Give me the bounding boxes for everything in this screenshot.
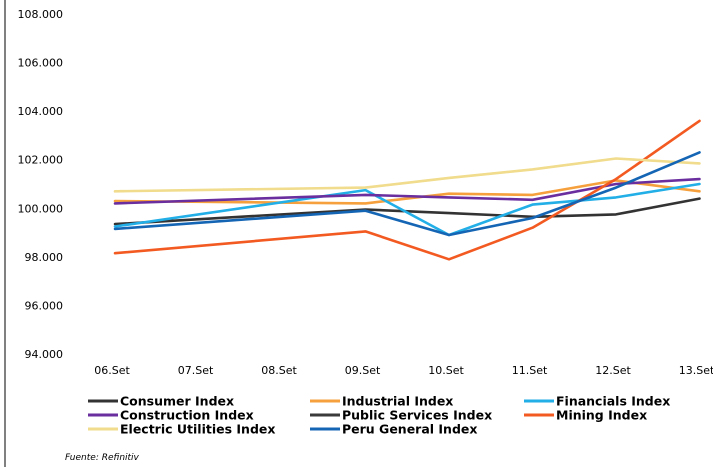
legend-item: Construction Index	[88, 408, 254, 423]
legend-label: Industrial Index	[342, 394, 453, 409]
x-tick-label: 09.Set	[345, 364, 381, 377]
legend-label: Consumer Index	[120, 394, 234, 409]
y-tick-label: 108.000	[18, 8, 64, 21]
x-axis: 06.Set 07.Set 08.Set 09.Set 10.Set 11.Set 12.S…	[94, 364, 713, 377]
legend-label: Electric Utilities Index	[120, 422, 275, 437]
series-line-5	[113, 119, 701, 261]
legend-item: Peru General Index	[310, 422, 477, 437]
legend-item: Consumer Index	[88, 394, 234, 409]
y-axis: 94.000 96.000 98.000 100.000 102.000 104.000 1…	[18, 8, 64, 361]
x-tick-label: 12.Set	[595, 364, 631, 377]
legend-label: Mining Index	[556, 408, 647, 423]
x-tick-label: 08.Set	[261, 364, 297, 377]
legend-item: Financials Index	[524, 394, 670, 409]
legend-label: Public Services Index	[342, 408, 492, 423]
y-tick-label: 96.000	[25, 299, 64, 312]
series-line-6	[113, 157, 701, 193]
legend-label: Peru General Index	[342, 422, 477, 437]
series-line-0	[113, 197, 701, 226]
legend-item: Mining Index	[524, 408, 647, 423]
x-tick-label: 06.Set	[94, 364, 130, 377]
legend-label: Financials Index	[556, 394, 670, 409]
legend-item: Public Services Index	[310, 408, 492, 423]
source-note: Fuente: Refinitiv	[65, 453, 140, 463]
legend: Consumer Index Industrial Index Financials…	[88, 394, 670, 437]
y-tick-label: 104.000	[18, 105, 64, 118]
x-tick-label: 10.Set	[428, 364, 464, 377]
y-tick-label: 100.000	[18, 202, 64, 215]
y-tick-label: 98.000	[25, 251, 64, 264]
x-tick-label: 11.Set	[512, 364, 548, 377]
series-line-2	[113, 182, 701, 237]
x-tick-label: 07.Set	[178, 364, 214, 377]
y-tick-label: 106.000	[18, 57, 64, 70]
y-tick-label: 94.000	[25, 348, 64, 361]
legend-item: Industrial Index	[310, 394, 453, 409]
x-tick-label: 13.Set	[679, 364, 713, 377]
legend-label: Construction Index	[120, 408, 254, 423]
series-line-3	[113, 177, 701, 205]
series-line-7	[113, 151, 701, 237]
legend-item: Electric Utilities Index	[88, 422, 275, 437]
y-tick-label: 102.000	[18, 154, 64, 167]
plot-area	[113, 119, 701, 261]
